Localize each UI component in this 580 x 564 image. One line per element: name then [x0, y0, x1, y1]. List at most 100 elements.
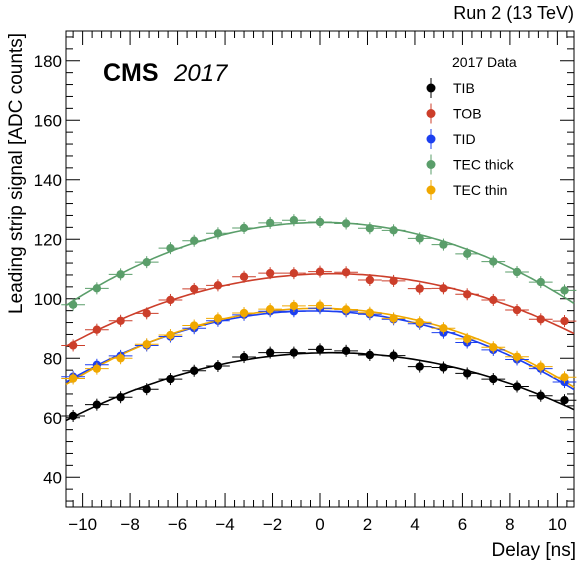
marker: [92, 400, 102, 409]
data-point-tib: [308, 343, 332, 356]
marker: [142, 309, 151, 318]
marker: [415, 234, 424, 243]
x-tick-label: 2: [363, 515, 372, 534]
data-point-tib: [282, 346, 306, 359]
marker: [560, 373, 569, 382]
marker: [239, 352, 249, 362]
marker: [68, 300, 78, 309]
marker: [92, 325, 102, 334]
marker: [415, 362, 424, 371]
data-point-tec-thin: [334, 303, 358, 316]
data-point-tob: [232, 270, 256, 283]
marker: [68, 374, 78, 383]
y-tick-label: 120: [34, 230, 62, 249]
data-point-tib: [258, 346, 283, 359]
marker: [462, 369, 472, 378]
marker: [365, 350, 375, 360]
marker: [189, 284, 199, 294]
marker: [265, 268, 275, 278]
marker: [341, 346, 351, 356]
marker: [92, 364, 102, 373]
data-point-tec-thick: [552, 284, 577, 297]
marker: [462, 290, 472, 299]
data-point-tec-thin: [407, 316, 432, 329]
data-point-tec-thick: [481, 255, 506, 268]
marker: [415, 284, 424, 293]
marker: [315, 301, 325, 310]
data-point-tob: [407, 282, 432, 295]
marker: [92, 284, 102, 293]
data-point-tec-thick: [61, 298, 85, 311]
marker: [239, 272, 249, 281]
marker: [536, 362, 545, 371]
legend-item-tec-thin: TEC thin: [426, 180, 507, 200]
marker: [265, 218, 275, 228]
x-tick-label: −6: [168, 515, 187, 534]
marker: [512, 352, 522, 361]
marker: [289, 216, 299, 225]
legend-item-tid: TID: [426, 129, 476, 149]
x-tick-label: 8: [505, 515, 514, 534]
data-point-tob: [505, 304, 529, 317]
data-point-tib: [481, 373, 506, 386]
legend-marker: [426, 83, 436, 93]
run-label: Run 2 (13 TeV): [453, 3, 574, 23]
marker: [289, 301, 299, 311]
data-point-tec-thin: [206, 312, 230, 325]
marker: [439, 284, 448, 293]
data-point-tec-thin: [108, 352, 133, 365]
marker: [239, 223, 249, 233]
data-point-tob: [134, 307, 159, 320]
data-point-tec-thick: [182, 234, 207, 247]
data-point-tib: [381, 349, 406, 362]
data-point-tec-thick: [431, 238, 456, 251]
data-point-tec-thick: [308, 215, 332, 228]
data-point-tib: [206, 359, 230, 372]
data-point-tec-thick: [84, 282, 109, 295]
data-point-tec-thin: [431, 322, 456, 335]
legend-marker: [426, 109, 436, 118]
marker: [489, 374, 498, 384]
data-point-tec-thin: [505, 350, 529, 363]
marker: [315, 345, 325, 354]
year-label: 2017: [173, 60, 229, 87]
marker: [341, 268, 351, 277]
data-point-tob: [282, 267, 306, 280]
marker: [489, 343, 498, 352]
data-point-tob: [455, 288, 480, 301]
data-point-tib: [552, 394, 577, 407]
legend-label: TIB: [453, 80, 475, 96]
x-tick-label: 0: [315, 515, 324, 534]
data-point-tec-thick: [505, 265, 529, 278]
marker: [365, 275, 375, 285]
marker: [68, 341, 78, 350]
data-point-tib: [84, 398, 109, 411]
marker: [142, 257, 151, 267]
marker: [116, 316, 125, 325]
marker: [439, 324, 448, 333]
data-point-tib: [505, 380, 529, 393]
marker: [365, 308, 375, 317]
data-point-tec-thick: [232, 221, 256, 234]
data-point-tec-thin: [158, 329, 183, 342]
data-point-tec-thin: [455, 332, 480, 345]
data-point-tec-thick: [528, 276, 553, 289]
marker: [389, 314, 398, 323]
data-point-tob: [431, 282, 456, 295]
marker: [389, 276, 398, 286]
marker: [189, 321, 199, 330]
data-point-tob: [206, 279, 230, 292]
data-point-tec-thin: [232, 307, 256, 320]
legend-label: TID: [453, 131, 476, 147]
data-point-tec-thick: [108, 268, 133, 281]
data-point-tob: [308, 265, 332, 278]
marker: [265, 304, 275, 314]
legend-marker: [426, 134, 436, 144]
x-tick-label: −10: [68, 515, 97, 534]
marker: [189, 366, 199, 375]
axes: −10 −8 −6 −4 −2 0 2 4 6 8 10 40 60 80 100 120 140 160 180: [34, 31, 574, 534]
data-point-tib: [431, 361, 456, 374]
data-point-tib: [134, 383, 159, 396]
y-axis-label: Leading strip signal [ADC counts]: [6, 33, 27, 314]
legend: 2017 Data TIB TOB TID TEC thick TEC thin: [426, 54, 517, 200]
